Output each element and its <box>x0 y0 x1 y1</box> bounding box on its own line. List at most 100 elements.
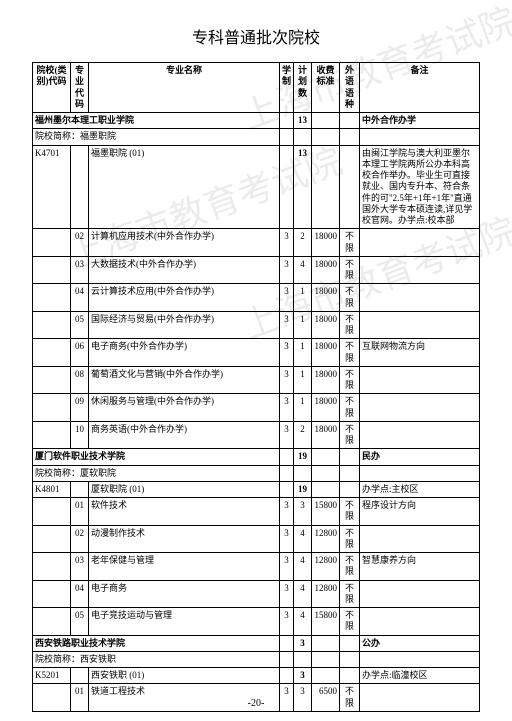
cell-sys: 3 <box>280 580 294 608</box>
cell-fee: 18000 <box>312 229 340 257</box>
cell-major-name: 休闲服务与管理(中外合作办学) <box>89 394 280 422</box>
cell-sys <box>280 145 294 229</box>
cell-note: 互联网物流方向 <box>360 339 480 367</box>
table-row: 03大数据技术(中外合作办学)3418000不限 <box>33 256 480 284</box>
cell-note <box>360 256 480 284</box>
cell-sys <box>280 651 294 667</box>
cell-lang: 不限 <box>340 339 360 367</box>
cell-note: 由闽江学院与澳大利亚墨尔本理工学院两所公办本科高校合作举办。毕业生可直接就业、国… <box>360 145 480 229</box>
cell-note: 民办 <box>360 449 480 465</box>
cell-lang <box>340 449 360 465</box>
cell-plan: 19 <box>294 481 312 497</box>
cell-lang <box>340 481 360 497</box>
cell-major-code: 02 <box>71 525 89 553</box>
cell-lang: 不限 <box>340 256 360 284</box>
cell-inst <box>33 394 71 422</box>
cell-major-name: 大数据技术(中外合作办学) <box>89 256 280 284</box>
cell-fee <box>312 651 340 667</box>
cell-fee: 15800 <box>312 608 340 636</box>
cell-major-name: 云计算技术应用(中外合作办学) <box>89 284 280 312</box>
cell-lang: 不限 <box>340 366 360 394</box>
cell-major-name: 老年保健与管理 <box>89 553 280 581</box>
cell-major-name: 电子商务 <box>89 580 280 608</box>
cell-major-code: 09 <box>71 394 89 422</box>
table-row: K4701福墨职院 (01)13由闽江学院与澳大利亚墨尔本理工学院两所公办本科高… <box>33 145 480 229</box>
col-major-code: 专业代码 <box>71 63 89 113</box>
cell-lang <box>340 145 360 229</box>
cell-major-code: 04 <box>71 580 89 608</box>
cell-plan <box>294 129 312 145</box>
cell-major-name: 福墨职院 (01) <box>89 145 280 229</box>
cell-fee: 18000 <box>312 394 340 422</box>
cell-sys: 3 <box>280 553 294 581</box>
cell-major-code: 01 <box>71 498 89 526</box>
cell-note <box>360 465 480 481</box>
cell-lang: 不限 <box>340 580 360 608</box>
cell-fee: 18000 <box>312 421 340 449</box>
col-inst-code: 院校(类别)代码 <box>33 63 71 113</box>
table-row: 08葡萄酒文化与营销(中外合作办学)3118000不限 <box>33 366 480 394</box>
cell-plan: 4 <box>294 608 312 636</box>
cell-fee <box>312 481 340 497</box>
cell-plan <box>294 651 312 667</box>
cell-sys <box>280 465 294 481</box>
table-row: 03老年保健与管理3412800不限智慧康养方向 <box>33 553 480 581</box>
cell-fee <box>312 145 340 229</box>
cell-plan: 1 <box>294 339 312 367</box>
cell-sys: 3 <box>280 311 294 339</box>
cell-major-name: 商务英语(中外合作办学) <box>89 421 280 449</box>
cell-fee: 18000 <box>312 366 340 394</box>
cell-plan: 4 <box>294 580 312 608</box>
cell-inst <box>33 256 71 284</box>
cell-sys: 3 <box>280 525 294 553</box>
cell-major-code <box>71 481 89 497</box>
cell-inst: K4801 <box>33 481 71 497</box>
page-number: -20- <box>0 698 512 709</box>
cell-plan: 1 <box>294 284 312 312</box>
cell-lang: 不限 <box>340 229 360 257</box>
school-name: 西安铁路职业技术学院 <box>33 635 280 651</box>
cell-fee: 15800 <box>312 498 340 526</box>
col-fee: 收费标准 <box>312 63 340 113</box>
table-row: 院校简称：厦软职院 <box>33 465 480 481</box>
cell-sys: 3 <box>280 284 294 312</box>
cell-sys <box>280 113 294 129</box>
cell-fee <box>312 129 340 145</box>
cell-lang: 不限 <box>340 284 360 312</box>
col-system: 学制 <box>280 63 294 113</box>
table-row: 01软件技术3315800不限程序设计方向 <box>33 498 480 526</box>
cell-major-code: 06 <box>71 339 89 367</box>
cell-lang <box>340 113 360 129</box>
school-name: 厦门软件职业技术学院 <box>33 449 280 465</box>
cell-plan: 3 <box>294 668 312 684</box>
cell-plan: 4 <box>294 553 312 581</box>
cell-sys: 3 <box>280 421 294 449</box>
table-row: 09休闲服务与管理(中外合作办学)3118000不限 <box>33 394 480 422</box>
cell-inst <box>33 339 71 367</box>
cell-plan: 4 <box>294 525 312 553</box>
cell-major-name: 电子商务(中外合作办学) <box>89 339 280 367</box>
cell-sys <box>280 635 294 651</box>
cell-fee <box>312 635 340 651</box>
cell-major-name: 软件技术 <box>89 498 280 526</box>
cell-major-name: 厦软职院 (01) <box>89 481 280 497</box>
cell-note: 程序设计方向 <box>360 498 480 526</box>
cell-note <box>360 366 480 394</box>
cell-inst <box>33 311 71 339</box>
cell-note: 办学点:主校区 <box>360 481 480 497</box>
cell-plan: 19 <box>294 449 312 465</box>
cell-lang: 不限 <box>340 498 360 526</box>
col-plan: 计划数 <box>294 63 312 113</box>
cell-sys: 3 <box>280 339 294 367</box>
cell-inst <box>33 553 71 581</box>
cell-lang: 不限 <box>340 421 360 449</box>
cell-note <box>360 421 480 449</box>
cell-note: 智慧康养方向 <box>360 553 480 581</box>
cell-fee: 18000 <box>312 311 340 339</box>
cell-major-code <box>71 145 89 229</box>
cell-inst <box>33 366 71 394</box>
cell-fee: 12800 <box>312 553 340 581</box>
table-row: 02动漫制作技术3412800不限 <box>33 525 480 553</box>
school-abbrev: 院校简称：福墨职院 <box>33 129 280 145</box>
page: 上海市教育考试院 上海市教育考试院 上海市教育考试院 专科普通批次院校 院校(类… <box>0 0 512 721</box>
